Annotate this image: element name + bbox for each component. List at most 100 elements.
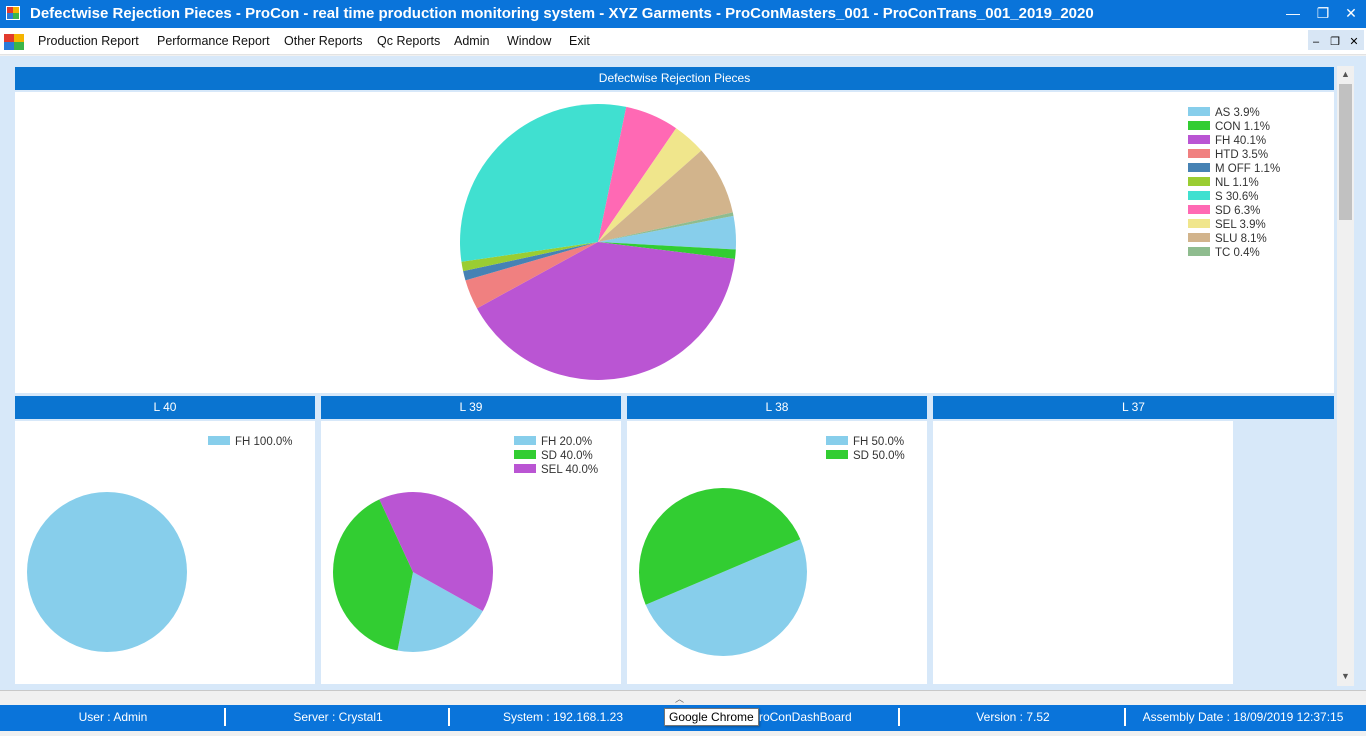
pie-slice-nl (461, 242, 598, 272)
line-37-body (933, 421, 1233, 684)
legend-swatch (1188, 247, 1210, 257)
status-assembly-date: Assembly Date : 18/09/2019 12:37:15 (1142, 710, 1344, 724)
legend-label: M OFF 1.1% (1215, 163, 1281, 175)
main-chart-header: Defectwise Rejection Pieces (15, 67, 1334, 90)
main-pie-chart (460, 103, 736, 380)
legend-item: NL 1.1% (1188, 176, 1280, 190)
mdi-child-icon[interactable] (4, 32, 24, 50)
legend-label: SD 50.0% (853, 450, 905, 462)
pie-slice-sd (333, 499, 413, 651)
legend-label: FH 50.0% (853, 436, 905, 448)
pie-slice-sel (379, 492, 493, 611)
legend-swatch (826, 436, 848, 446)
legend-swatch (514, 464, 536, 474)
tooltip: Google Chrome (664, 708, 759, 726)
menu-admin[interactable]: Admin (454, 34, 490, 48)
legend-swatch (1188, 205, 1210, 215)
menu-production-report[interactable]: Production Report (38, 34, 139, 48)
pie-slice-as (598, 215, 736, 250)
status-user: User : Admin (78, 710, 148, 724)
mdi-controls: – ❐ ✕ (1308, 30, 1364, 50)
legend-item: CON 1.1% (1188, 120, 1280, 134)
pie-slice-htd (465, 242, 598, 309)
legend-swatch (1188, 233, 1210, 243)
legend-label: SLU 8.1% (1215, 233, 1267, 245)
line-40-body: FH 100.0% (15, 421, 315, 684)
scroll-up-icon[interactable]: ▲ (1341, 69, 1350, 79)
mdi-restore-button[interactable]: ❐ (1330, 36, 1340, 48)
minimize-button[interactable]: — (1286, 5, 1300, 21)
legend-swatch (1188, 135, 1210, 145)
line-40-pie-chart (27, 492, 187, 652)
pie-slice-m (463, 242, 598, 281)
legend-label: S 30.6% (1215, 191, 1259, 203)
scroll-down-icon[interactable]: ▼ (1341, 671, 1350, 681)
close-button[interactable]: ✕ (1345, 5, 1357, 21)
legend-label: SD 40.0% (541, 450, 593, 462)
scroll-thumb[interactable] (1339, 84, 1352, 220)
legend-swatch (514, 450, 536, 460)
legend-label: FH 100.0% (235, 436, 293, 448)
legend-swatch (1188, 107, 1210, 117)
pie-slice-fh (397, 572, 483, 652)
legend-label: TC 0.4% (1215, 247, 1260, 259)
status-separator (1124, 708, 1126, 726)
restore-button[interactable]: ❐ (1316, 5, 1330, 21)
window-title: Defectwise Rejection Pieces - ProCon - r… (30, 5, 1094, 22)
legend-item: FH 40.1% (1188, 134, 1280, 148)
line-38-header: L 38 (627, 396, 927, 419)
line-40-legend: FH 100.0% (208, 435, 293, 449)
legend-label: HTD 3.5% (1215, 149, 1269, 161)
menu-performance-report[interactable]: Performance Report (157, 34, 270, 48)
title-bar: Defectwise Rejection Pieces - ProCon - r… (0, 0, 1366, 28)
chevron-up-icon[interactable]: ︿ (675, 694, 685, 704)
legend-item: SD 6.3% (1188, 204, 1280, 218)
pie-slice-tc (598, 212, 734, 242)
legend-item: FH 50.0% (826, 435, 905, 449)
pie-slice-fh (27, 492, 187, 652)
status-separator (448, 708, 450, 726)
legend-label: AS 3.9% (1215, 107, 1260, 119)
line-38-pie-chart (639, 488, 807, 656)
pie-slice-sel (598, 128, 702, 242)
line-39-legend: FH 20.0% SD 40.0% SEL 40.0% (514, 435, 598, 477)
legend-label: SEL 3.9% (1215, 219, 1266, 231)
legend-swatch (826, 450, 848, 460)
legend-label: CON 1.1% (1215, 121, 1270, 133)
status-separator (898, 708, 900, 726)
legend-swatch (1188, 219, 1210, 229)
pie-slice-slu (598, 150, 733, 242)
legend-swatch (1188, 177, 1210, 187)
line-39-body: FH 20.0% SD 40.0% SEL 40.0% (321, 421, 621, 684)
pie-slice-fh (645, 539, 807, 656)
legend-label: SD 6.3% (1215, 205, 1261, 217)
menu-qc-reports[interactable]: Qc Reports (377, 34, 441, 48)
mdi-close-button[interactable]: ✕ (1349, 36, 1359, 48)
status-version: Version : 7.52 (976, 710, 1050, 724)
legend-label: FH 20.0% (541, 436, 593, 448)
legend-item: SLU 8.1% (1188, 232, 1280, 246)
legend-item: M OFF 1.1% (1188, 162, 1280, 176)
mdi-minimize-button[interactable]: – (1312, 36, 1320, 48)
legend-item: SD 50.0% (826, 449, 905, 463)
legend-item: HTD 3.5% (1188, 148, 1280, 162)
line-39-pie-chart (333, 492, 493, 652)
legend-item: FH 100.0% (208, 435, 293, 449)
legend-label: SEL 40.0% (541, 464, 599, 476)
status-system: System : 192.168.1.23 (502, 710, 624, 724)
pie-slice-s (460, 103, 627, 262)
legend-item: FH 20.0% (514, 435, 598, 449)
legend-item: S 30.6% (1188, 190, 1280, 204)
line-37-header: L 37 (933, 396, 1334, 419)
menu-window[interactable]: Window (507, 34, 552, 48)
vertical-scrollbar[interactable]: ▲ ▼ (1337, 66, 1354, 686)
pie-slice-fh (476, 242, 735, 380)
pie-slice-sd (598, 106, 677, 242)
pie-slice-con (598, 242, 736, 259)
panel-splitter[interactable]: ︿ (0, 690, 1366, 705)
status-separator (224, 708, 226, 726)
line-37-pie-chart (933, 421, 1233, 684)
menu-other-reports[interactable]: Other Reports (284, 34, 363, 48)
legend-label: FH 40.1% (1215, 135, 1267, 147)
menu-exit[interactable]: Exit (569, 34, 590, 48)
